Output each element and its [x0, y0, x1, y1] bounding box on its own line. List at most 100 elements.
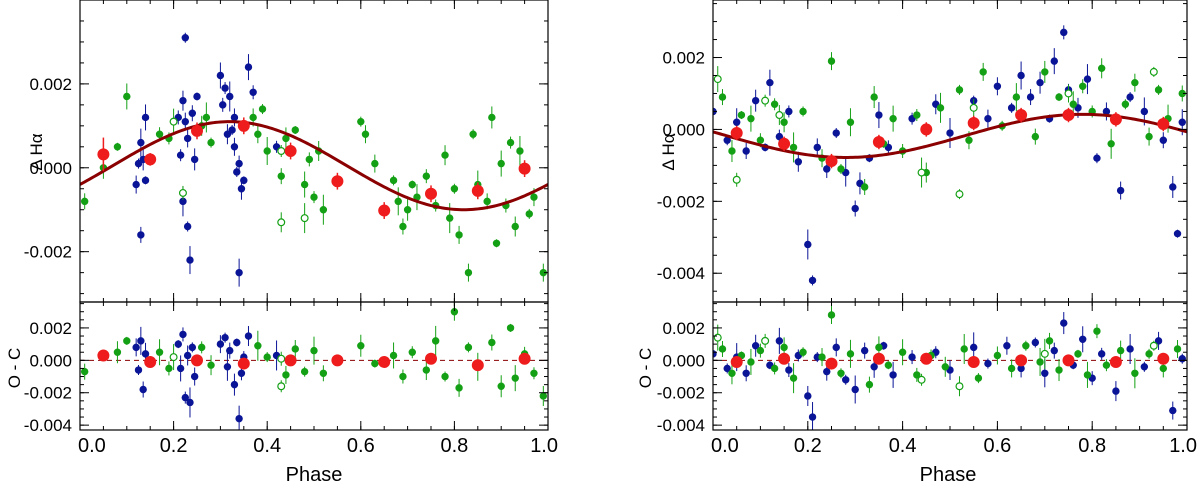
green-point [1154, 86, 1163, 94]
x-tick-label: 1.0 [530, 435, 558, 457]
green-point [488, 113, 496, 122]
binned-point [378, 204, 391, 217]
green-point [1116, 346, 1125, 355]
x-tick-label: 0.4 [253, 435, 281, 457]
x-tick-label: 0.8 [440, 435, 468, 457]
y-tick-label: 0.000 [662, 351, 705, 370]
green-point [455, 384, 463, 392]
binned-point [284, 354, 297, 367]
blue-point [908, 353, 916, 361]
blue-point [870, 363, 878, 371]
binned-point [778, 352, 791, 365]
x-tick-label: 0.0 [78, 435, 106, 457]
blue-point [751, 96, 760, 105]
left-top-ylabel: Δ Hα [27, 133, 46, 170]
x-tick-label: 1.0 [1169, 435, 1197, 457]
binned-point [1109, 355, 1122, 368]
blue-point [785, 107, 793, 116]
binned-point [920, 123, 933, 136]
blue-point [216, 340, 225, 348]
blue-point [233, 338, 241, 347]
fit-curve [713, 112, 1187, 159]
binned-point [518, 352, 531, 365]
green-point [506, 138, 515, 147]
green-point [1121, 100, 1130, 108]
green-point [263, 147, 271, 155]
binned-point [144, 355, 157, 368]
green-point [728, 147, 736, 155]
blue-point [137, 138, 145, 147]
green-point [371, 159, 379, 168]
green-point [913, 111, 921, 119]
blue-point [230, 143, 239, 151]
blue-point [249, 88, 257, 96]
blue-point [1050, 346, 1058, 355]
binned-point [920, 352, 933, 365]
y-tick-label: 0.000 [29, 351, 72, 370]
green-point [1131, 369, 1139, 377]
binned-point [191, 124, 203, 137]
blue-point [1079, 335, 1087, 343]
open-green-open-point [955, 190, 964, 199]
green-point [441, 372, 449, 381]
green-point [718, 345, 727, 353]
blue-point [851, 385, 859, 394]
green-point [1097, 64, 1106, 73]
green-point [799, 348, 807, 356]
green-point [941, 363, 949, 371]
green-point [464, 343, 473, 352]
green-point [408, 348, 416, 356]
blue-point [1178, 118, 1186, 126]
open-green-open-point [969, 103, 978, 112]
green-point [530, 369, 538, 377]
blue-point [240, 176, 248, 185]
y-tick-label: -0.004 [657, 264, 705, 283]
blue-point [1140, 107, 1149, 116]
plot-area [80, 32, 548, 287]
open-green-open-point [732, 175, 741, 184]
binned-point [97, 349, 110, 362]
green-point [113, 143, 122, 151]
blue-point [732, 118, 741, 126]
green-point [1036, 358, 1044, 366]
binned-point [730, 127, 743, 140]
green-point [310, 193, 318, 201]
blue-point [832, 129, 840, 137]
y-tick-label: -0.002 [657, 384, 705, 403]
green-point [960, 345, 968, 353]
blue-point [1093, 154, 1101, 162]
green-point [291, 345, 299, 353]
green-point [818, 353, 826, 361]
green-point [889, 114, 897, 123]
blue-point [1017, 71, 1025, 80]
green-point [123, 92, 131, 101]
green-point [837, 369, 845, 377]
blue-point [804, 392, 812, 400]
y-tick-label: 0.002 [29, 75, 72, 94]
green-point [1145, 350, 1153, 358]
blue-point [1126, 93, 1134, 101]
green-point [1069, 100, 1077, 108]
green-point [770, 364, 779, 373]
green-point [539, 392, 548, 400]
blue-point [1169, 406, 1177, 415]
green-point [403, 206, 412, 214]
green-point [747, 114, 755, 123]
blue-point [742, 369, 750, 377]
binned-point [872, 352, 885, 365]
blue-point [1050, 57, 1058, 65]
green-point [1007, 364, 1016, 373]
blue-point [1154, 337, 1163, 345]
blue-point [984, 359, 992, 368]
binned-point [1157, 118, 1170, 131]
green-point [1041, 68, 1049, 76]
binned-point [471, 359, 484, 372]
x-tick-label: 0.6 [983, 435, 1011, 457]
binned-point [967, 116, 980, 129]
binned-point [825, 155, 838, 168]
open-green-open-point [1064, 89, 1073, 98]
blue-point [183, 134, 192, 143]
green-point [488, 338, 496, 347]
green-point [464, 268, 473, 277]
